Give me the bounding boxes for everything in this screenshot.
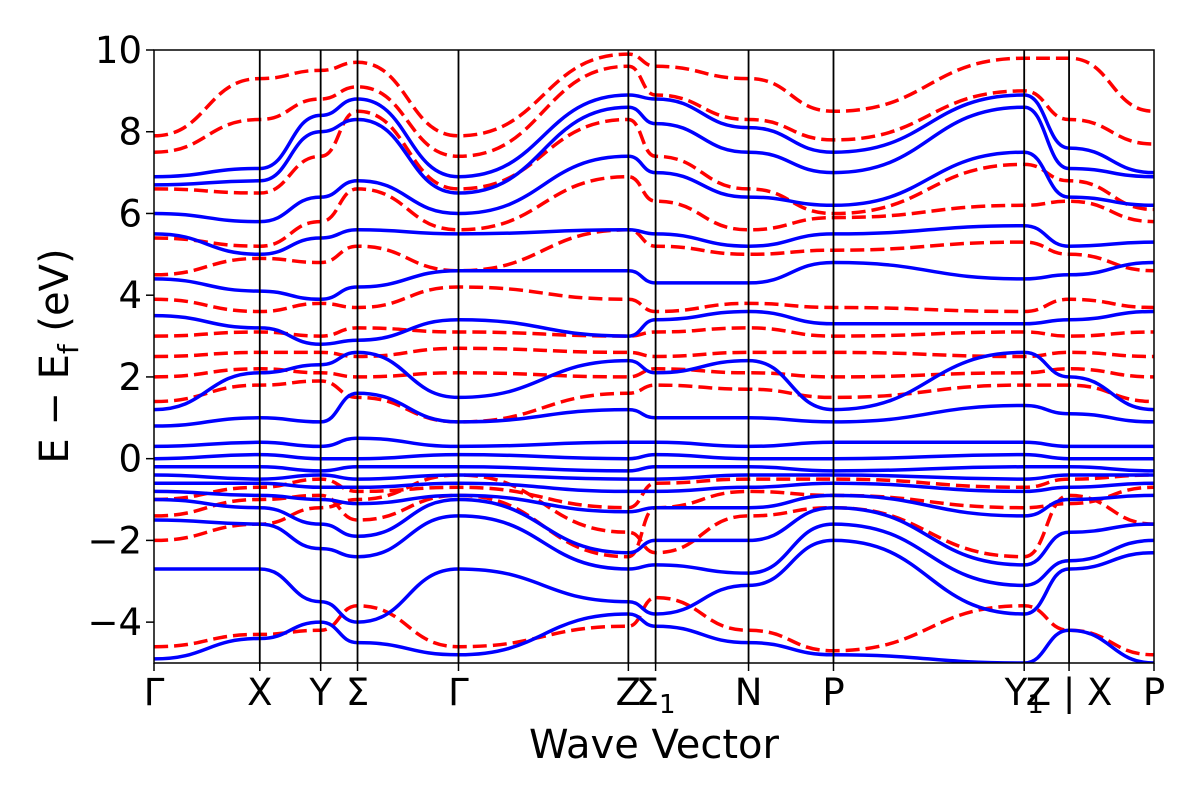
x-tick-label: Y1 [1004,671,1044,720]
x-tick-label: Z | X [1026,671,1113,714]
y-tick-label: −2 [87,519,142,562]
x-tick-label: Y [308,671,332,714]
x-tick-label: Γ [448,671,469,714]
y-axis-title-unit: (eV) [32,248,78,344]
dashed-band-11 [154,109,1154,216]
y-axis-title-sub: f [52,343,85,354]
x-tick-label: P [822,671,844,714]
y-tick-label: 10 [95,29,142,72]
dashed-band-2 [154,485,1154,559]
high-symmetry-lines [258,50,1070,663]
y-tick-label: 2 [118,356,142,399]
y-tick-label: 6 [118,192,142,235]
x-tick-label: Σ [346,671,369,714]
x-tick-label: Γ [144,671,165,714]
x-tick-label: P [1143,671,1165,714]
y-tick-label: 8 [118,111,142,154]
y-tick-label: −4 [87,601,142,644]
y-axis-title-base: E − E [32,354,78,464]
x-tick-label: N [735,671,763,714]
x-tick-label: Σ1 [636,671,676,720]
x-axis-ticks: Γ X Y Σ Γ ZΣ1 N P Y1Z | X P [144,663,1165,720]
x-tick-label: X [247,671,272,714]
x-tick-label: Z [616,671,641,714]
y-axis-title: E − Ef (eV) [32,248,85,463]
y-axis-ticks: −4 −2 0 2 4 6 8 10 [87,29,154,644]
dashed-band-8 [154,285,1154,314]
y-tick-label: 0 [118,438,142,481]
x-axis-title: Wave Vector [529,722,780,768]
y-tick-label: 4 [118,274,142,317]
plot-frame [153,49,1155,664]
